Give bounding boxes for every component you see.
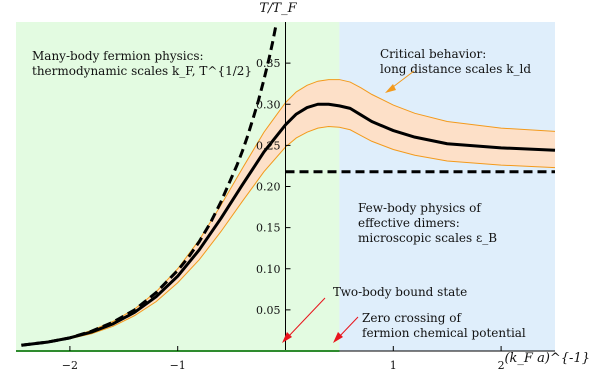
- y-tick-label-1: 0.10: [256, 263, 281, 276]
- annotation-zero-crossing: Zero crossing of fermion chemical potenti…: [362, 311, 526, 340]
- annotation-4-line-0: Zero crossing of: [362, 311, 463, 325]
- y-axis-title: T/T_F: [259, 1, 297, 16]
- arrow-bound-state: [286, 297, 326, 339]
- annotation-critical-behavior: Critical behavior: long distance scales k…: [380, 47, 531, 76]
- annotation-few-body: Few-body physics of effective dimers: micr…: [358, 201, 497, 245]
- arrow-zero-crossing: [337, 316, 359, 339]
- annotation-1-line-0: Critical behavior:: [380, 47, 486, 61]
- y-tick-label-3: 0.20: [256, 181, 281, 194]
- annotation-3-line-0: Two-body bound state: [333, 285, 467, 299]
- region-1: [339, 22, 555, 351]
- annotation-many-body: Many-body fermion physics: thermodynamic …: [32, 49, 252, 78]
- annotation-0-line-0: Many-body fermion physics:: [32, 49, 204, 63]
- series-line-0: [21, 102, 556, 347]
- annotation-4-line-1: fermion chemical potential: [362, 326, 526, 340]
- y-tick-label-2: 0.15: [256, 222, 281, 235]
- x-tick-label-0: −2: [62, 359, 78, 372]
- x-tick-label-3: 2: [498, 359, 505, 372]
- annotation-1-line-1: long distance scales k_ld: [380, 62, 531, 76]
- band-fill: [21, 79, 555, 346]
- y-tick-label-0: 0.05: [256, 304, 281, 317]
- annotation-2-line-1: effective dimers:: [358, 216, 460, 230]
- x-tick-label-1: −1: [170, 359, 186, 372]
- annotation-2-line-2: microscopic scales ε_B: [358, 231, 497, 245]
- series-lines: [21, 25, 556, 347]
- annotation-2-line-0: Few-body physics of: [358, 201, 482, 215]
- band-lower-edge: [21, 125, 556, 346]
- arrow-critical-head: [385, 84, 396, 93]
- series-line-1: [21, 25, 278, 347]
- annotation-two-body-bound-state: Two-body bound state: [333, 285, 467, 299]
- arrow-zero-crossing-head: [333, 332, 343, 343]
- y-tick-label-4: 0.25: [256, 139, 281, 152]
- axes: −2 −1 1 2 0.05 0.10 0.15 0.20 0.25 0.30 0.35: [16, 22, 555, 372]
- x-axis-title: (k_F a)^{-1}: [504, 351, 590, 366]
- arrow-bound-state-head: [282, 332, 292, 343]
- y-tick-label-6: 0.35: [256, 57, 281, 70]
- x-tick-label-2: 1: [390, 359, 397, 372]
- annotation-0-line-1: thermodynamic scales k_F, T^{1/2}: [32, 64, 252, 78]
- y-tick-label-5: 0.30: [256, 98, 281, 111]
